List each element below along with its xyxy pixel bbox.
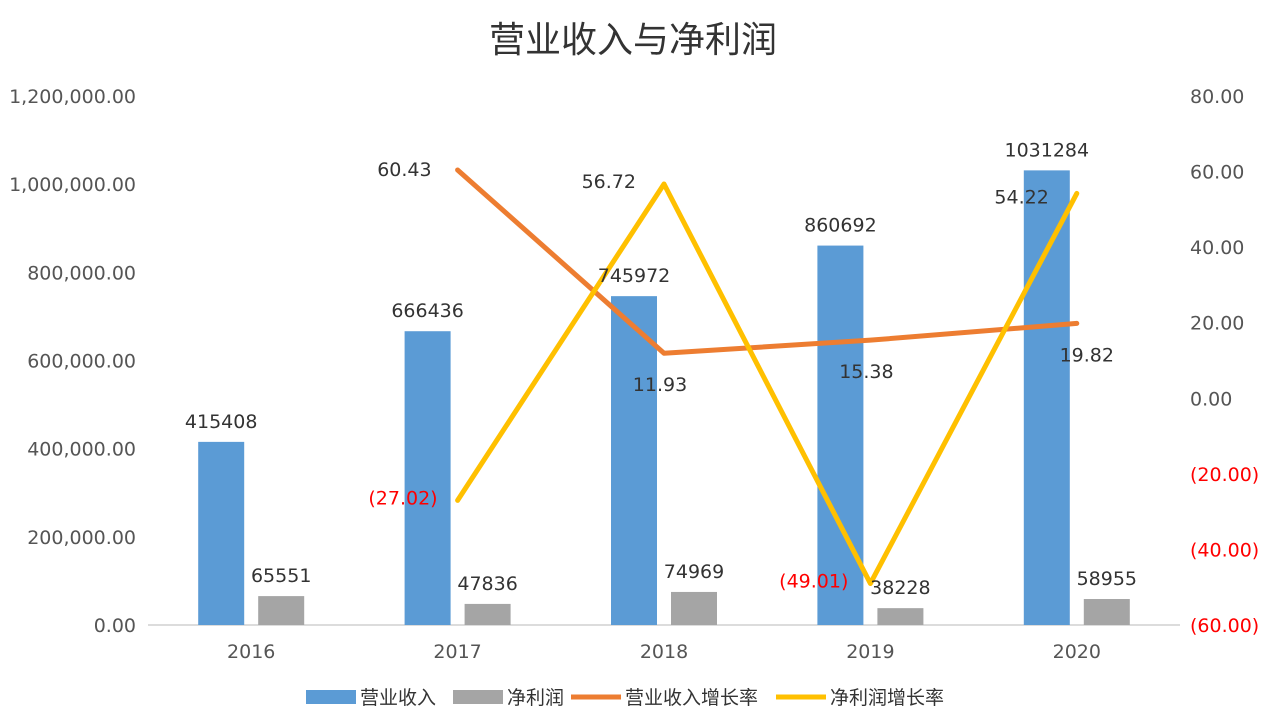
line-value-label: 56.72 <box>582 171 636 193</box>
bar <box>465 604 511 625</box>
right-tick-label: (60.00) <box>1190 615 1259 637</box>
legend: 营业收入 净利润 营业收入增长率 净利润增长率 <box>306 687 944 709</box>
line-labels: 60.43 11.93 15.38 19.82 (27.02) 56.72 (49.01) 5… <box>368 159 1114 593</box>
bar-value-label: 65551 <box>251 565 311 587</box>
line-value-label: 15.38 <box>839 361 893 383</box>
line-value-label: 19.82 <box>1060 344 1114 366</box>
line-value-label: (49.01) <box>779 570 848 592</box>
bar-value-label: 1031284 <box>1004 139 1089 161</box>
left-axis: 0.00 200,000.00 400,000.00 600,000.00 800,00… <box>9 86 136 637</box>
bar-value-label: 38228 <box>870 577 930 599</box>
bar <box>817 246 863 625</box>
bar <box>258 596 304 625</box>
bar <box>1024 170 1070 625</box>
x-axis: 2016 2017 2018 2019 2020 <box>227 641 1101 663</box>
chart-title: 营业收入与净利润 <box>489 20 777 61</box>
bar-value-label: 666436 <box>391 300 464 322</box>
line-value-label: 60.43 <box>377 159 431 181</box>
bar-value-label: 860692 <box>804 215 877 237</box>
line-value-label: 54.22 <box>994 186 1048 208</box>
legend-label: 营业收入 <box>360 687 436 709</box>
x-tick-label: 2016 <box>227 641 275 663</box>
left-tick-label: 200,000.00 <box>27 527 136 549</box>
series-line <box>458 184 1077 584</box>
bar-value-label: 415408 <box>185 411 258 433</box>
right-axis: (60.00) (40.00) (20.00) 0.00 20.00 40.00 60.00… <box>1190 86 1259 637</box>
right-tick-label: 80.00 <box>1190 86 1244 108</box>
bar <box>671 592 717 625</box>
left-tick-label: 1,000,000.00 <box>9 174 136 196</box>
bar <box>611 296 657 625</box>
series-line <box>458 170 1077 353</box>
bar-value-label: 74969 <box>664 561 724 583</box>
left-tick-label: 800,000.00 <box>27 262 136 284</box>
x-tick-label: 2018 <box>640 641 688 663</box>
legend-label: 净利润增长率 <box>830 687 944 709</box>
left-tick-label: 1,200,000.00 <box>9 86 136 108</box>
bar <box>405 331 451 625</box>
line-value-label: 11.93 <box>633 374 687 396</box>
bars <box>198 170 1130 625</box>
line-value-label: (27.02) <box>368 487 437 509</box>
x-tick-label: 2019 <box>846 641 894 663</box>
legend-swatch <box>306 690 356 704</box>
legend-label: 净利润 <box>507 687 564 709</box>
bar-value-label: 745972 <box>598 265 671 287</box>
left-tick-label: 600,000.00 <box>27 351 136 373</box>
right-tick-label: (40.00) <box>1190 539 1259 561</box>
bar-value-label: 58955 <box>1077 568 1137 590</box>
lines <box>458 170 1077 584</box>
right-tick-label: 60.00 <box>1190 162 1244 184</box>
x-tick-label: 2017 <box>433 641 481 663</box>
right-tick-label: 0.00 <box>1190 388 1232 410</box>
right-tick-label: (20.00) <box>1190 464 1259 486</box>
right-tick-label: 40.00 <box>1190 237 1244 259</box>
bar <box>1084 599 1130 625</box>
bar <box>198 442 244 625</box>
right-tick-label: 20.00 <box>1190 313 1244 335</box>
legend-label: 营业收入增长率 <box>625 687 758 709</box>
x-tick-label: 2020 <box>1053 641 1101 663</box>
left-tick-label: 0.00 <box>94 615 136 637</box>
left-tick-label: 400,000.00 <box>27 439 136 461</box>
bar <box>877 608 923 625</box>
legend-swatch <box>453 690 503 704</box>
bar-value-label: 47836 <box>457 573 517 595</box>
